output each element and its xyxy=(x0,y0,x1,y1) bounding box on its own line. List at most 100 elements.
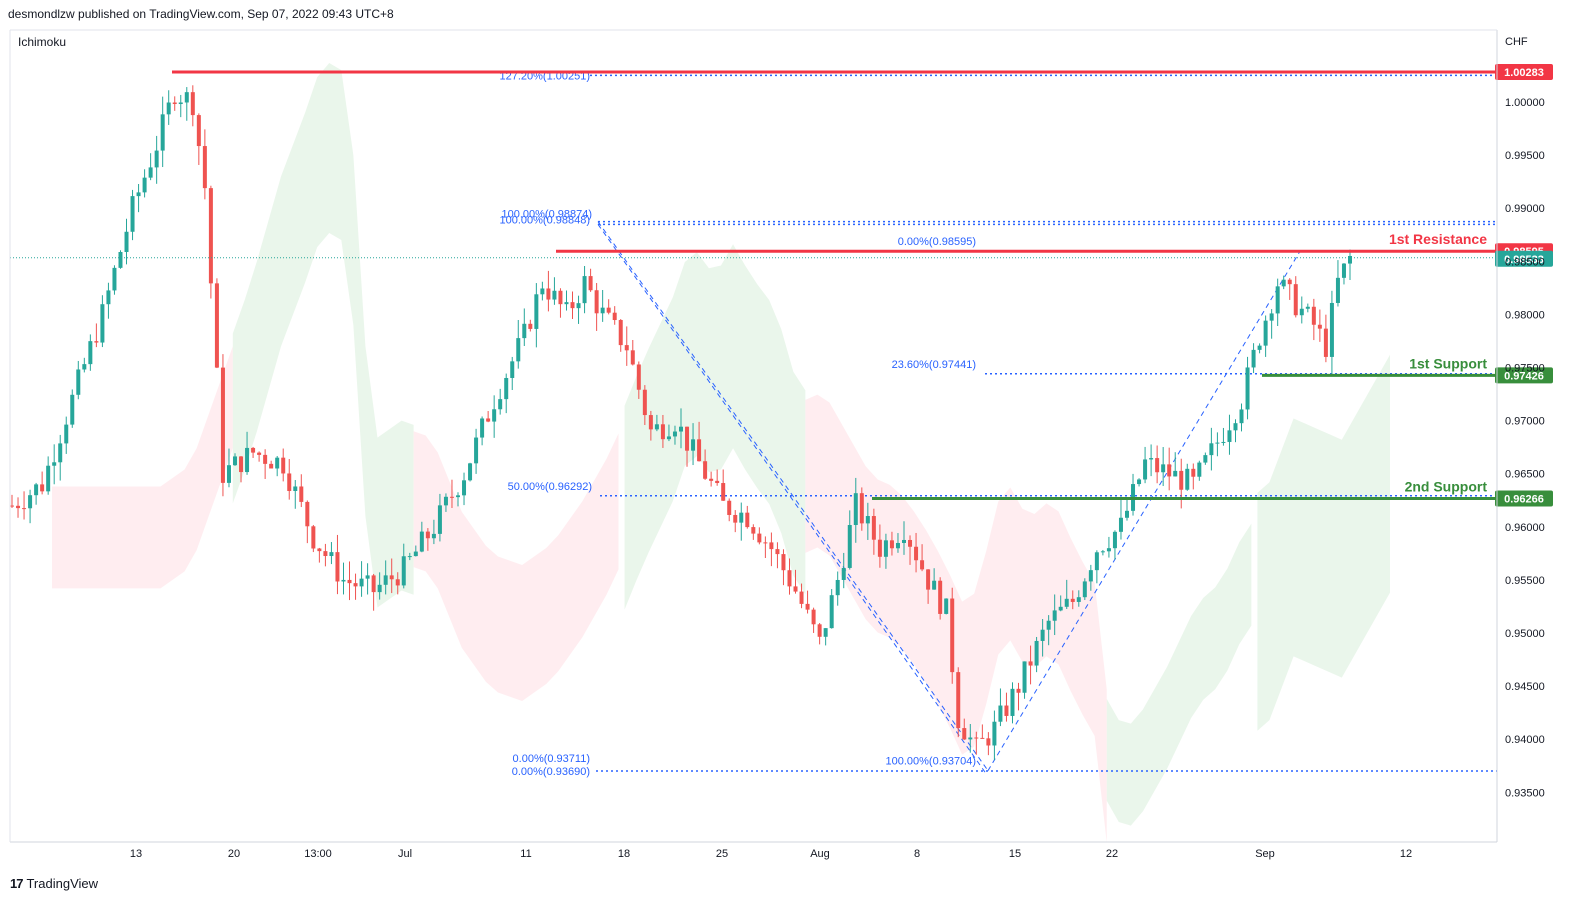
candle-body xyxy=(932,580,937,590)
candle-body xyxy=(895,542,900,549)
time-tick-label: 20 xyxy=(228,848,240,860)
cloud-segment xyxy=(52,346,233,589)
candle-body xyxy=(672,431,677,437)
candle-body xyxy=(359,578,364,587)
ichimoku-cloud xyxy=(52,63,1390,843)
candle-body xyxy=(727,500,732,515)
candle-body xyxy=(88,341,93,365)
candle-body xyxy=(1227,430,1232,442)
candle-body xyxy=(377,584,382,593)
candle-body xyxy=(1185,468,1190,490)
candle-body xyxy=(220,367,225,483)
price-tag-bg xyxy=(1495,63,1553,80)
candle-body xyxy=(1125,510,1129,518)
candle-body xyxy=(1179,470,1184,490)
candle-body xyxy=(16,505,21,509)
candle-body xyxy=(474,437,479,464)
candle-body xyxy=(835,579,840,596)
candle-body xyxy=(660,424,665,440)
candle-body xyxy=(781,554,786,571)
price-tick-label: 0.98000 xyxy=(1505,309,1545,321)
time-tick-label: 22 xyxy=(1106,848,1118,860)
price-tick-label: 0.99500 xyxy=(1505,150,1545,162)
candle-body xyxy=(486,418,491,422)
candle-body xyxy=(871,516,876,540)
price-tick-label: 0.94000 xyxy=(1505,734,1545,746)
candle-body xyxy=(1335,277,1340,303)
candle-body xyxy=(1281,279,1286,287)
candle-body xyxy=(1112,531,1117,549)
candle-body xyxy=(606,307,611,313)
price-tick-label: 0.95500 xyxy=(1505,575,1545,587)
candle-body xyxy=(1269,313,1274,321)
candle-body xyxy=(582,276,587,304)
candle-body xyxy=(239,456,244,473)
candle-body xyxy=(956,672,961,729)
candle-body xyxy=(823,628,828,637)
time-tick-label: 15 xyxy=(1009,848,1021,860)
time-tick-label: 13 xyxy=(130,848,142,860)
fib-trend-line xyxy=(987,250,1301,771)
candle-body xyxy=(1118,517,1123,532)
candle-body xyxy=(1251,349,1256,368)
candle-body xyxy=(1137,479,1142,485)
candle-body xyxy=(739,512,744,523)
candle-body xyxy=(124,231,129,252)
candle-body xyxy=(480,418,485,438)
candle-body xyxy=(1094,552,1099,571)
price-tick-label: 0.97000 xyxy=(1505,416,1545,428)
candle-body xyxy=(1317,324,1322,329)
candle-body xyxy=(648,415,653,430)
candle-body xyxy=(1052,610,1057,621)
fib-label: 100.00%(0.98874) xyxy=(501,209,592,221)
last-price-tag-bg xyxy=(1495,250,1553,267)
price-tag: 0.97426 xyxy=(1504,370,1544,382)
candle-body xyxy=(1143,459,1148,480)
price-tick-label: 0.96000 xyxy=(1505,522,1545,534)
candle-body xyxy=(58,443,63,463)
candle-body xyxy=(769,542,774,550)
candle-body xyxy=(588,276,593,291)
candle-body xyxy=(1233,423,1238,431)
candle-body xyxy=(317,548,322,552)
candle-body xyxy=(793,586,798,592)
candle-body xyxy=(902,539,906,543)
candle-body xyxy=(1040,629,1045,641)
price-tag: 0.96266 xyxy=(1504,494,1544,506)
candle-body xyxy=(516,338,521,362)
candle-body xyxy=(112,267,117,291)
candle-body xyxy=(986,738,991,746)
publisher-header: desmondlzw published on TradingView.com,… xyxy=(8,7,394,21)
fib-label: 0.00%(0.93690) xyxy=(512,766,590,778)
candle-body xyxy=(1323,328,1328,357)
time-tick-label: Sep xyxy=(1255,848,1275,860)
sr-level-label: 1st Resistance xyxy=(1389,231,1487,247)
fib-label: 0.00%(0.93711) xyxy=(513,753,590,765)
tradingview-logo-icon: 17 xyxy=(10,876,24,891)
price-tag-bg xyxy=(1495,367,1553,384)
fib-label: 100.00%(0.93704) xyxy=(885,756,976,768)
candle-body xyxy=(691,439,696,451)
candle-body xyxy=(299,486,304,502)
candle-body xyxy=(805,603,810,610)
candle-body xyxy=(998,705,1003,722)
candle-body xyxy=(10,505,14,507)
candle-body xyxy=(1173,470,1178,477)
candle-body xyxy=(46,465,51,492)
candle-body xyxy=(1197,462,1202,477)
sr-level-label: 2nd Support xyxy=(1405,479,1488,495)
price-tick-label: 1.00000 xyxy=(1505,97,1545,109)
candle-body xyxy=(1287,279,1292,285)
price-tick-label: 0.99000 xyxy=(1505,203,1545,215)
candle-body xyxy=(142,177,147,193)
brand-name: TradingView xyxy=(26,876,99,891)
candle-body xyxy=(293,486,298,491)
candle-body xyxy=(1191,468,1196,477)
fib-trend-line xyxy=(597,221,989,771)
candle-body xyxy=(130,196,135,232)
candle-body xyxy=(630,350,635,365)
time-tick-label: Jul xyxy=(398,848,412,860)
candle-body xyxy=(757,533,762,543)
